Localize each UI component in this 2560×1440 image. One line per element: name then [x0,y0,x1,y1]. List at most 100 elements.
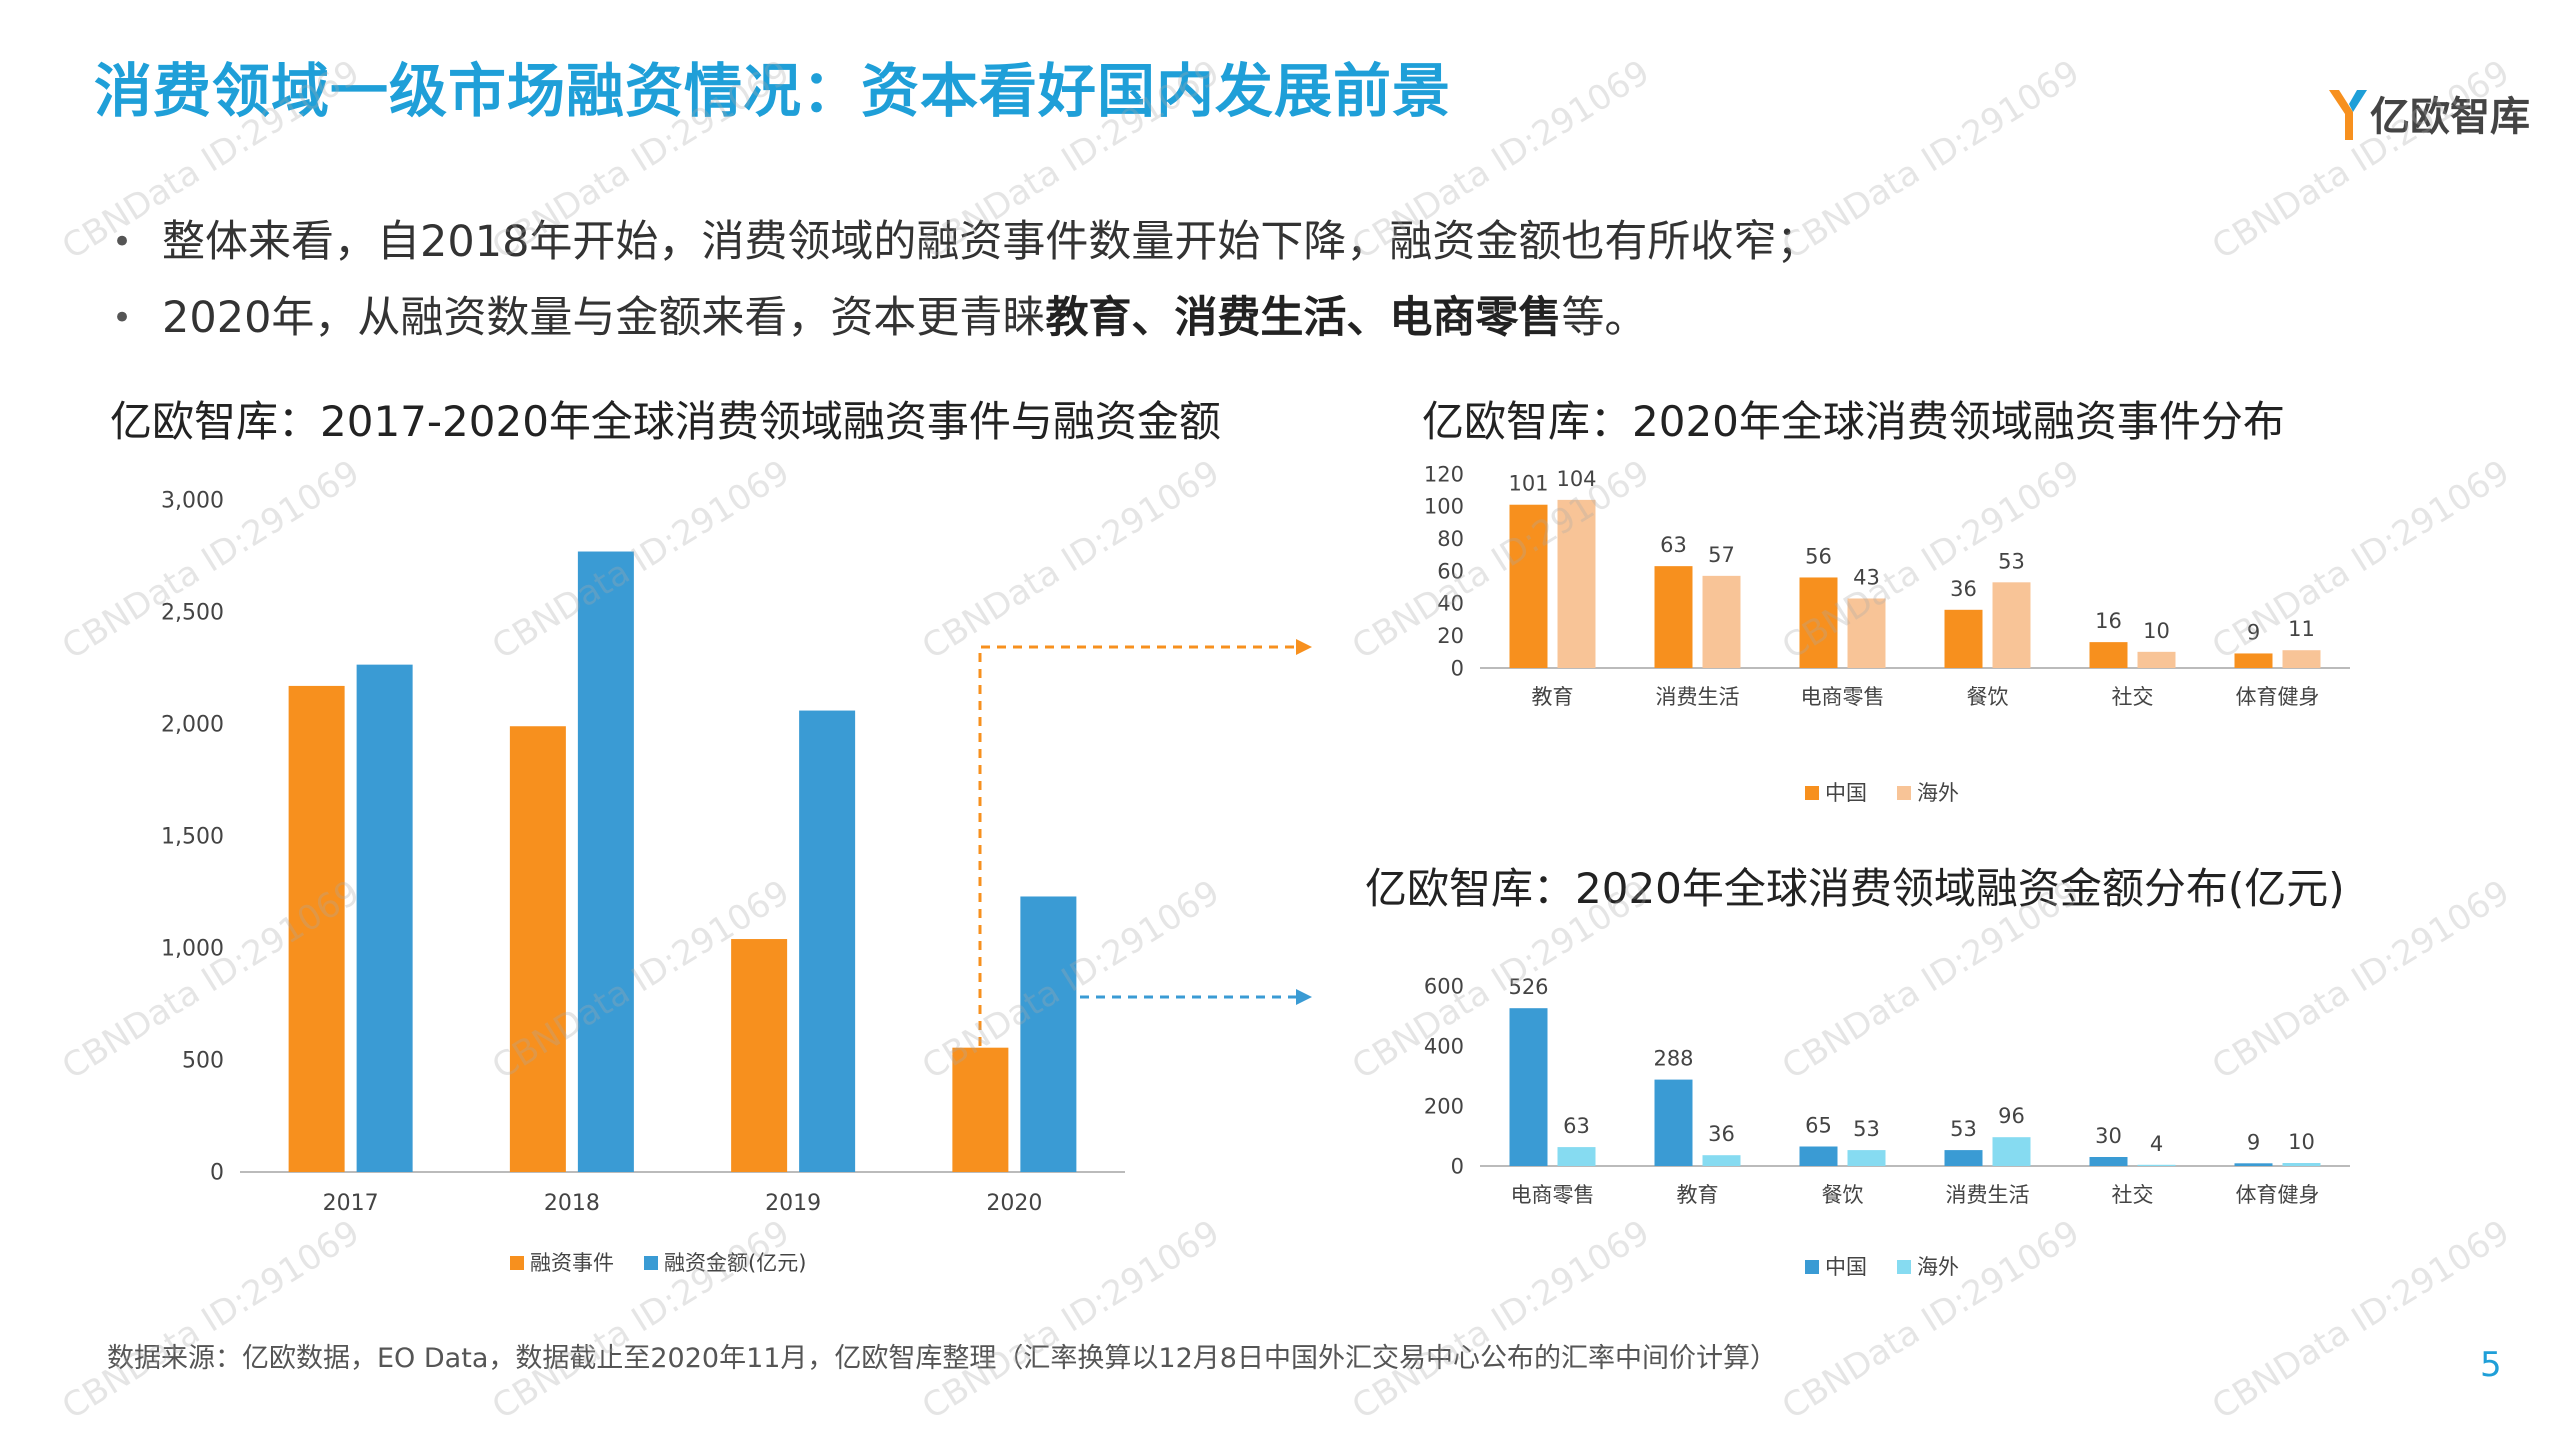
legend-swatch-中国 [1805,786,1819,800]
bar-海外-餐饮 [1992,582,2031,668]
x-tick-label: 教育 [1677,1183,1719,1207]
bullet-list: • 整体来看，自2018年开始，消费领域的融资事件数量开始下降，融资金额也有所收… [110,204,1819,356]
bar-海外-电商零售 [1847,598,1886,668]
data-label: 63 [1660,533,1687,557]
bar-中国-餐饮 [1944,609,1983,668]
y-tick-label: 3,000 [161,489,224,514]
data-label: 101 [1508,472,1548,496]
legend-swatch-海外 [1897,786,1911,800]
chart-left: 0 500 1,000 1,500 2,000 2,500 3,000 2017 2018 201… [161,489,1125,1275]
bar-海外-社交 [2137,651,2176,668]
bullet-dot-icon: • [112,298,133,338]
bar-中国-社交 [2089,1157,2128,1166]
source-note: 数据来源：亿欧数据，EO Data，数据截止至2020年11月，亿欧智库整理（汇… [107,1343,1777,1374]
y-tick-label: 200 [1424,1094,1464,1118]
chart-top-right: 0 20 40 60 80 100 120 101 104 教育 63 57 消费生活 56 43 电商零售 3… [1424,462,2350,805]
y-tick-label: 100 [1424,495,1464,519]
legend-label-中国: 中国 [1825,1255,1867,1279]
bar-海外-餐饮 [1847,1150,1886,1166]
bullet-dot-icon: • [112,222,133,262]
y-tick-label: 0 [210,1161,224,1186]
arrowhead-orange-icon [1296,639,1312,655]
legend-label-融资金额(亿元): 融资金额(亿元) [664,1251,806,1275]
bar-中国-消费生活 [1654,566,1693,668]
bar-融资事件-2019 [731,939,788,1172]
bar-海外-教育 [1702,1155,1741,1166]
bar-融资金额(亿元)-2017 [356,664,413,1172]
y-tick-label: 20 [1437,624,1464,648]
arrowhead-blue-icon [1296,989,1312,1005]
chart-bottom-right: 0 200 400 600 526 63 电商零售 288 36 教育 65 53 餐饮 53 96 消费生活… [1424,974,2350,1279]
data-label: 288 [1653,1047,1693,1071]
bar-中国-社交 [2089,642,2128,668]
y-tick-label: 0 [1451,1154,1464,1178]
y-tick-label: 60 [1437,559,1464,583]
x-tick-label: 2018 [544,1191,600,1216]
legend-swatch-海外 [1897,1260,1911,1274]
x-tick-label: 社交 [2112,1183,2154,1207]
x-tick-label: 社交 [2112,685,2154,709]
connector-arrow-orange [978,645,1300,1046]
x-tick-label: 餐饮 [1822,1183,1864,1207]
y-tick-label: 600 [1424,974,1464,998]
bar-海外-社交 [2137,1164,2176,1166]
bar-中国-电商零售 [1799,577,1838,668]
data-label: 36 [1708,1122,1735,1146]
data-label: 36 [1950,577,1977,601]
bullet-item-2: • 2020年，从融资数量与金额来看，资本更青睐教育、消费生活、电商零售等。 [110,280,1819,356]
data-label: 56 [1805,544,1832,568]
legend-label-融资事件: 融资事件 [530,1251,614,1275]
bar-海外-体育健身 [2282,1163,2321,1166]
data-label: 9 [2247,1130,2260,1154]
data-label: 104 [1556,467,1596,491]
x-tick-label: 电商零售 [1511,1183,1595,1207]
bar-融资金额(亿元)-2019 [799,710,856,1172]
y-tick-label: 120 [1424,462,1464,486]
data-label: 10 [2143,619,2170,643]
y-tick-label: 0 [1451,656,1464,680]
data-label: 53 [1853,1117,1880,1141]
bar-海外-教育 [1557,499,1596,668]
data-label: 4 [2150,1132,2163,1156]
bar-中国-体育健身 [2234,1163,2273,1166]
data-label: 10 [2288,1130,2315,1154]
data-label: 57 [1708,543,1735,567]
bar-中国-消费生活 [1944,1150,1983,1166]
data-label: 63 [1563,1114,1590,1138]
bar-中国-教育 [1654,1079,1693,1166]
data-label: 526 [1508,975,1548,999]
bullet-text-2a: 2020年，从融资数量与金额来看，资本更青睐 [162,293,1046,343]
bar-融资事件-2017 [288,685,345,1172]
data-label: 43 [1853,565,1880,589]
legend-swatch-融资金额(亿元) [644,1256,658,1270]
data-label: 53 [1998,549,2025,573]
page-number: 5 [2480,1345,2502,1385]
legend-label-中国: 中国 [1825,781,1867,805]
data-label: 11 [2288,617,2315,641]
y-tick-label: 1,000 [161,937,224,962]
bar-海外-电商零售 [1557,1147,1596,1166]
bar-海外-消费生活 [1992,1137,2031,1166]
y-tick-label: 1,500 [161,825,224,850]
x-tick-label: 餐饮 [1967,685,2009,709]
bullet-item-1: • 整体来看，自2018年开始，消费领域的融资事件数量开始下降，融资金额也有所收… [110,204,1819,280]
bar-中国-教育 [1509,504,1548,668]
bar-融资金额(亿元)-2018 [577,551,634,1172]
legend-label-海外: 海外 [1917,1255,1959,1279]
y-tick-label: 500 [182,1049,224,1074]
y-tick-label: 40 [1437,592,1464,616]
legend-label-海外: 海外 [1917,781,1959,805]
x-tick-label: 2020 [986,1191,1042,1216]
chart-title-bottom-right: 亿欧智库：2020年全球消费领域融资金额分布(亿元) [1365,864,2345,913]
y-tick-label: 80 [1437,527,1464,551]
bar-中国-体育健身 [2234,653,2273,668]
x-tick-label: 教育 [1532,685,1574,709]
bar-融资金额(亿元)-2020 [1020,896,1077,1172]
bar-融资事件-2018 [509,726,566,1172]
x-tick-label: 消费生活 [1656,685,1740,709]
bar-海外-体育健身 [2282,650,2321,668]
data-label: 53 [1950,1117,1977,1141]
bar-海外-消费生活 [1702,575,1741,668]
data-label: 9 [2247,620,2260,644]
